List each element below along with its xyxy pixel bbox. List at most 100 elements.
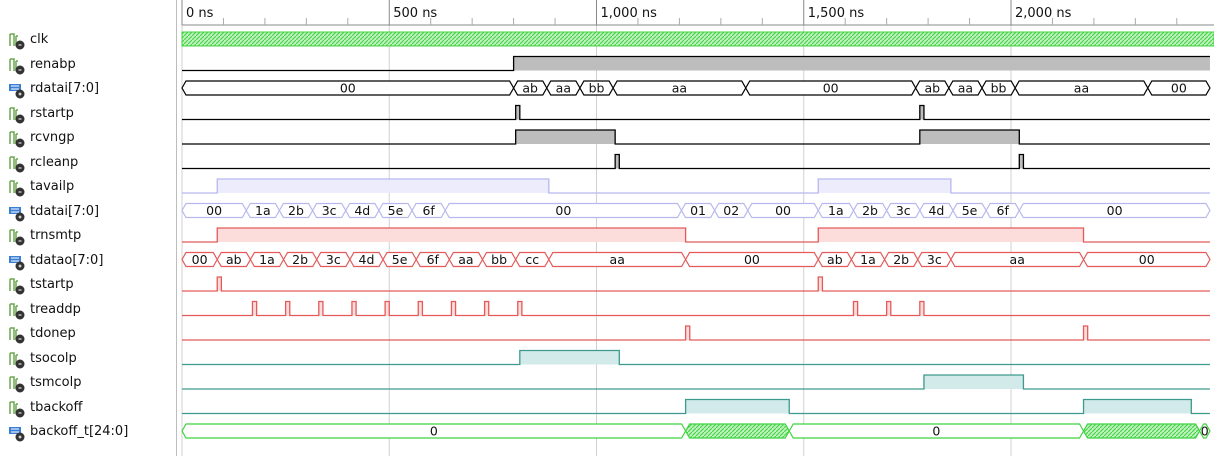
- high-fill: [385, 301, 390, 316]
- high-fill: [919, 301, 924, 316]
- signal-row-rcleanp[interactable]: rcleanp: [0, 151, 175, 175]
- bus-value-label: 2b: [292, 252, 308, 267]
- signal-row-clk[interactable]: clk: [0, 28, 175, 52]
- bus-value-label: 02: [723, 203, 739, 218]
- wire-icon: [7, 57, 27, 75]
- bus-segment: [1082, 251, 1211, 268]
- ruler-label: 1,000 ns: [601, 6, 658, 21]
- bus-value-label: ab: [522, 81, 538, 96]
- high-fill: [919, 105, 924, 120]
- bus-value-label: 00: [555, 203, 571, 218]
- signal-row-rstartp[interactable]: rstartp: [0, 102, 175, 126]
- bus-value-label: 00: [1107, 203, 1123, 218]
- high-fill: [318, 301, 323, 316]
- signal-row-tavailp[interactable]: tavailp: [0, 175, 175, 199]
- bus-value-label: 0: [430, 424, 438, 439]
- trace-backoff-t-24-0: 0 0 0: [181, 423, 1211, 439]
- signal-row-tdatao-7-0[interactable]: tdatao[7:0]: [0, 249, 175, 273]
- bus-value-label: bb: [991, 81, 1007, 96]
- bus-segment: [1018, 202, 1211, 219]
- panel-divider[interactable]: [176, 0, 177, 456]
- signal-name: rdatai[7:0]: [30, 81, 100, 96]
- high-fill: [923, 375, 1024, 389]
- signal-name: tstartp: [30, 277, 74, 292]
- high-fill: [919, 130, 1020, 144]
- high-fill: [484, 301, 489, 316]
- bus-value-label: bb: [491, 252, 507, 267]
- bit-line: [182, 325, 1210, 341]
- signal-row-treaddp[interactable]: treaddp: [0, 298, 175, 322]
- bus-value-label: 0: [932, 424, 940, 439]
- bus-value-label: 00: [1139, 252, 1155, 267]
- ruler-label: 500 ns: [393, 6, 437, 21]
- signal-row-trnsmtp[interactable]: trnsmtp: [0, 224, 175, 248]
- signal-row-renabp[interactable]: renabp: [0, 53, 175, 77]
- high-fill: [217, 179, 549, 193]
- trace-tdonep: [182, 325, 1210, 341]
- bus-value-label: 4d: [928, 203, 944, 218]
- wire-icon: [7, 351, 27, 369]
- high-fill: [252, 301, 257, 316]
- bus-value-label: 00: [206, 203, 222, 218]
- trace-tbackoff: [182, 398, 1210, 415]
- bus-value-label: 5e: [388, 203, 404, 218]
- bus-value-label: 2b: [862, 203, 878, 218]
- high-fill: [351, 301, 357, 316]
- trace-treaddp: [182, 300, 1210, 317]
- signal-name: tbackoff: [30, 399, 83, 415]
- signal-row-rcvngp[interactable]: rcvngp: [0, 126, 175, 150]
- signal-name: rcleanp: [30, 154, 79, 170]
- high-fill: [685, 326, 690, 340]
- signal-row-tdatai-7-0[interactable]: tdatai[7:0]: [0, 200, 175, 224]
- signal-row-rdatai-7-0[interactable]: rdatai[7:0]: [0, 77, 175, 101]
- bit-line: [182, 129, 1210, 145]
- bus-value-label: 01: [690, 203, 706, 218]
- high-fill: [515, 130, 616, 144]
- high-fill: [886, 301, 891, 316]
- bit-line: [182, 398, 1210, 415]
- bus-value-label: 3c: [927, 252, 942, 267]
- bus-value-label: 6f: [997, 203, 1010, 218]
- high-fill: [451, 301, 456, 316]
- wire-icon: [7, 326, 27, 344]
- signal-row-backoff-t-24-0[interactable]: backoff_t[24:0]: [0, 420, 175, 444]
- signal-row-tsocolp[interactable]: tsocolp: [0, 347, 175, 371]
- bus-value-label: 0: [1201, 424, 1209, 439]
- trace-rcvngp: [182, 129, 1210, 145]
- high-fill: [217, 277, 222, 291]
- bus-value-label: 4d: [359, 252, 375, 267]
- signal-row-tbackoff[interactable]: tbackoff: [0, 396, 175, 420]
- signal-row-tstartp[interactable]: tstartp: [0, 273, 175, 297]
- signal-row-tdonep[interactable]: tdonep: [0, 322, 175, 346]
- high-fill: [615, 154, 620, 169]
- bit-line: [182, 300, 1210, 317]
- wire-icon: [7, 302, 27, 320]
- trace-tsmcolp: [182, 374, 1210, 390]
- time-ruler: 0 ns 500 ns 1,000 ns 1,500 ns 2,000 ns: [181, 0, 1214, 26]
- bus-icon: [7, 204, 27, 222]
- bit-line: [182, 349, 1210, 366]
- bit-line: [182, 178, 1210, 194]
- trace-renabp: [182, 55, 1210, 72]
- signal-name-panel: clk renabp rdatai[7:0] rstartp rcvngp rcleanp…: [0, 0, 175, 456]
- high-fill: [1083, 326, 1088, 340]
- trace-tavailp: [182, 178, 1210, 194]
- bus-value-label: aa: [458, 252, 473, 267]
- bus-value-label: 2b: [893, 252, 909, 267]
- signal-name: trnsmtp: [30, 228, 82, 243]
- bus-value-label: cc: [525, 252, 539, 267]
- high-fill: [285, 301, 290, 316]
- bus-segment: [1147, 80, 1211, 96]
- high-fill: [685, 399, 790, 414]
- bit-line: [182, 227, 1210, 243]
- high-fill: [818, 179, 951, 193]
- bit-line: [182, 153, 1210, 170]
- signal-row-tsmcolp[interactable]: tsmcolp: [0, 371, 175, 395]
- ruler-label: 1,500 ns: [808, 6, 865, 21]
- high-fill: [418, 301, 423, 316]
- ruler-label: 2,000 ns: [1015, 6, 1072, 21]
- high-fill: [818, 277, 823, 291]
- bus-value-label: 1a: [828, 203, 844, 218]
- bus-value-label: 00: [192, 252, 208, 267]
